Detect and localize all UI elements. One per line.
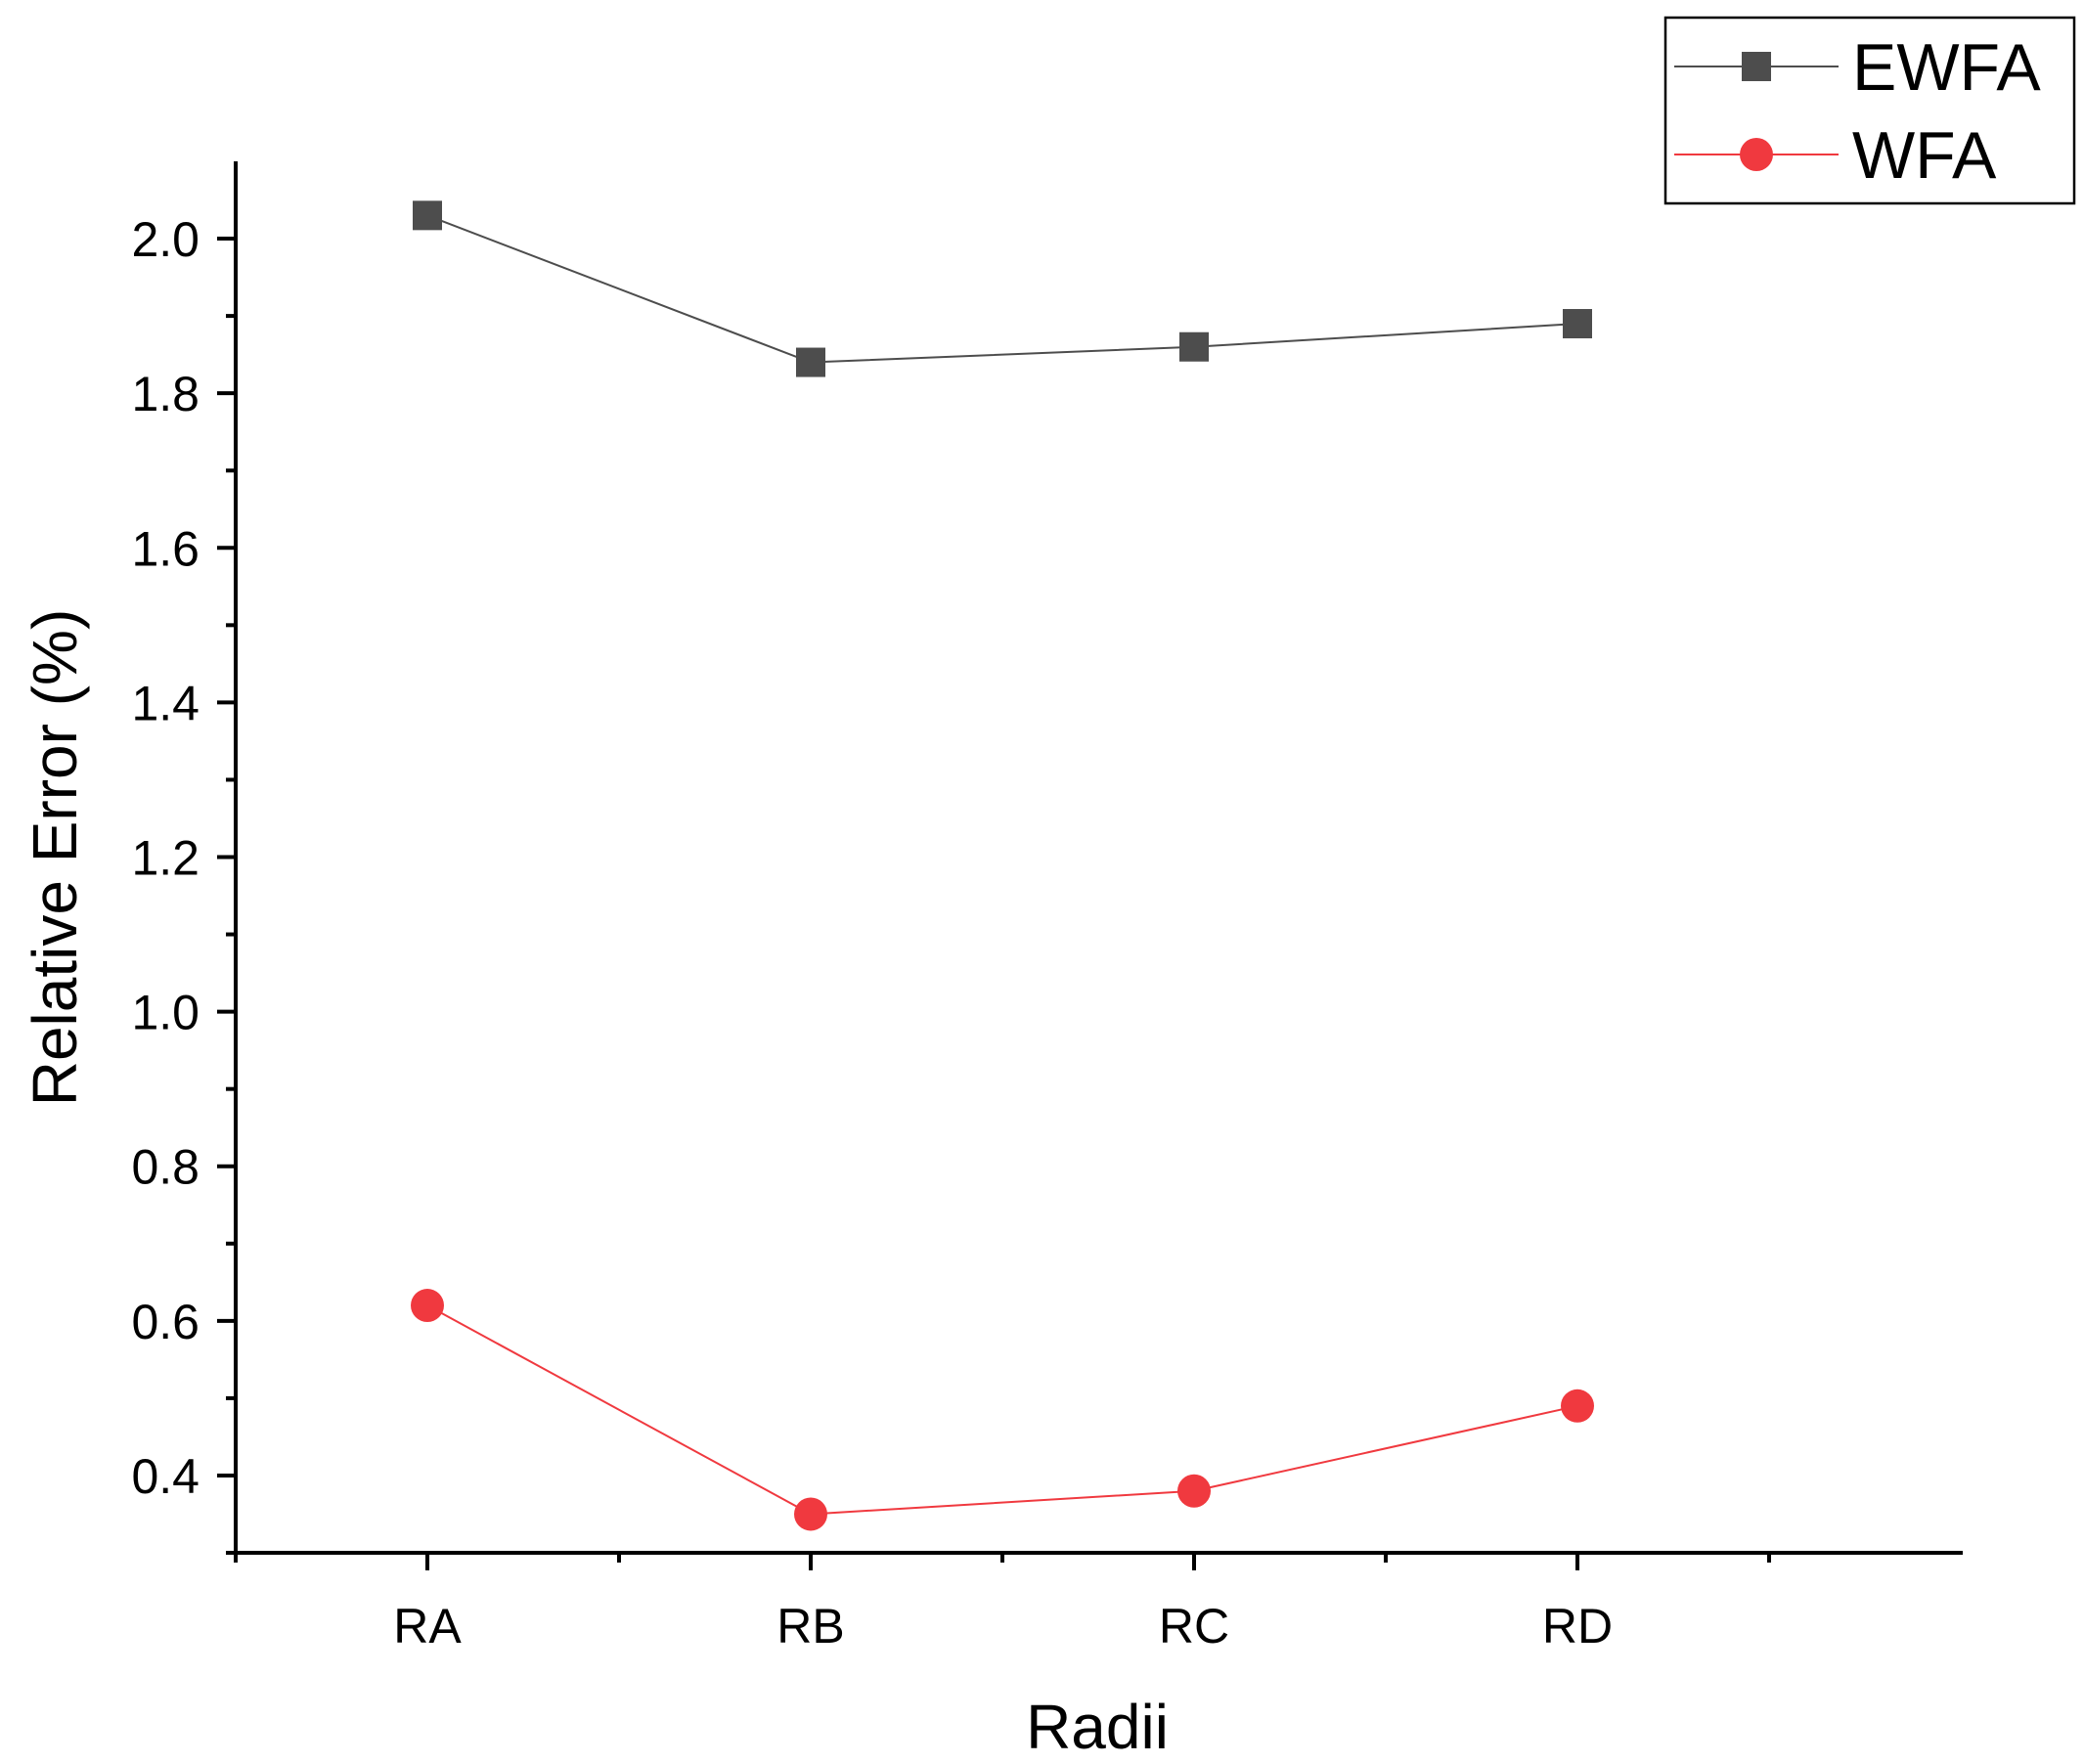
legend-marker-ewfa (1742, 52, 1771, 81)
x-tick-label-rc: RC (1159, 1599, 1229, 1654)
legend-label-wfa: WFA (1852, 118, 1997, 193)
x-axis-title: Radii (1026, 1692, 1169, 1762)
y-tick-label: 1.2 (131, 831, 200, 886)
y-tick-label: 1.6 (131, 521, 200, 576)
y-tick-label: 1.8 (131, 367, 200, 421)
legend: EWFA WFA (1663, 16, 2076, 205)
data-point-wfa (411, 1289, 444, 1323)
series-ewfa (413, 200, 1592, 377)
series-layer (411, 200, 1594, 1531)
x-tick-label-rb: RB (776, 1599, 844, 1654)
legend-label-ewfa: EWFA (1852, 30, 2041, 105)
y-ticks: 0.4 0.6 0.8 1.0 1.2 1.4 1.6 1.8 2.0 (131, 212, 236, 1555)
y-tick-label: 1.0 (131, 986, 200, 1040)
data-point-wfa (794, 1497, 827, 1531)
data-point-ewfa (1563, 309, 1592, 339)
x-tick-label-ra: RA (393, 1599, 462, 1654)
y-tick-label: 1.4 (131, 676, 200, 730)
series-wfa (411, 1289, 1594, 1531)
data-point-ewfa (1179, 331, 1209, 362)
series-line-wfa (426, 1304, 1578, 1516)
x-tick-label-rd: RD (1542, 1599, 1613, 1654)
data-point-wfa (1561, 1389, 1594, 1423)
legend-marker-wfa (1740, 138, 1773, 171)
y-tick-label: 0.6 (131, 1295, 200, 1349)
data-point-ewfa (413, 200, 442, 231)
y-tick-label: 2.0 (131, 212, 200, 267)
y-tick-label: 0.8 (131, 1140, 200, 1195)
y-tick-label: 0.4 (131, 1449, 200, 1504)
series-line-ewfa (426, 214, 1578, 364)
data-point-wfa (1177, 1474, 1211, 1508)
legend-box (1663, 16, 2076, 205)
y-axis-title: Relative Error (%) (20, 609, 90, 1107)
data-point-ewfa (796, 347, 825, 377)
x-ticks: RA RB RC RD (234, 1553, 1771, 1654)
